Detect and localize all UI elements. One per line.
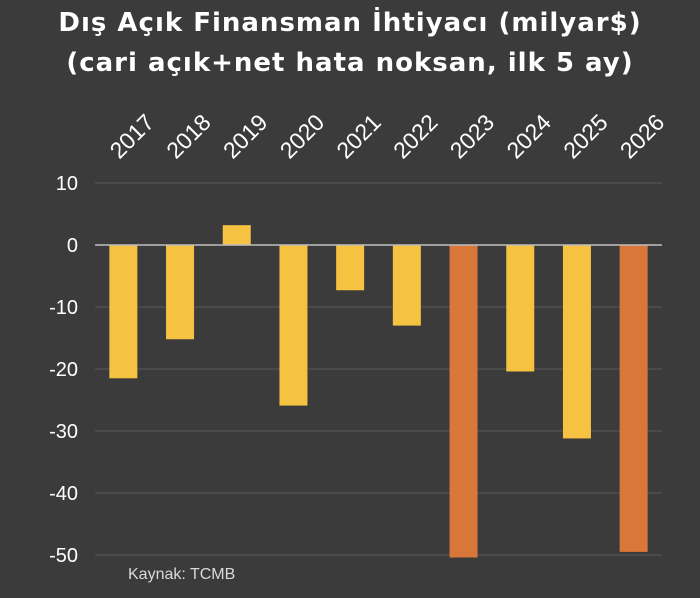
bar-2023 <box>449 245 478 558</box>
y-tick-label: -10 <box>49 297 78 319</box>
x-tick-label: 2018 <box>161 109 216 164</box>
y-tick-label: 10 <box>56 173 78 195</box>
x-tick-label: 2025 <box>558 109 613 164</box>
bar-2025 <box>562 245 591 439</box>
source-note: Kaynak: TCMB <box>128 566 236 583</box>
bar-2019 <box>222 225 251 245</box>
x-tick-label: 2026 <box>615 109 670 164</box>
bar-2017 <box>109 245 138 379</box>
chart-title: Dış Açık Finansman İhtiyacı (milyar$) <box>58 8 642 38</box>
y-tick-label: -40 <box>49 483 78 505</box>
bar-2018 <box>166 245 195 340</box>
y-tick-label: 0 <box>67 235 78 257</box>
bar-2021 <box>336 245 365 291</box>
y-tick-label: -20 <box>49 359 78 381</box>
bar-2020 <box>279 245 308 406</box>
x-tick-label: 2020 <box>275 109 330 164</box>
y-tick-label: -30 <box>49 421 78 443</box>
x-tick-label: 2019 <box>218 109 273 164</box>
x-tick-label: 2023 <box>445 109 500 164</box>
bar-2024 <box>506 245 535 372</box>
x-tick-label: 2022 <box>388 109 443 164</box>
x-tick-label: 2024 <box>501 109 556 164</box>
chart-subtitle: (cari açık+net hata noksan, ilk 5 ay) <box>66 48 634 78</box>
bar-2022 <box>392 245 421 326</box>
y-tick-label: -50 <box>49 545 78 567</box>
x-tick-label: 2017 <box>105 109 160 164</box>
bar-2026 <box>619 245 648 552</box>
x-tick-label: 2021 <box>331 109 386 164</box>
